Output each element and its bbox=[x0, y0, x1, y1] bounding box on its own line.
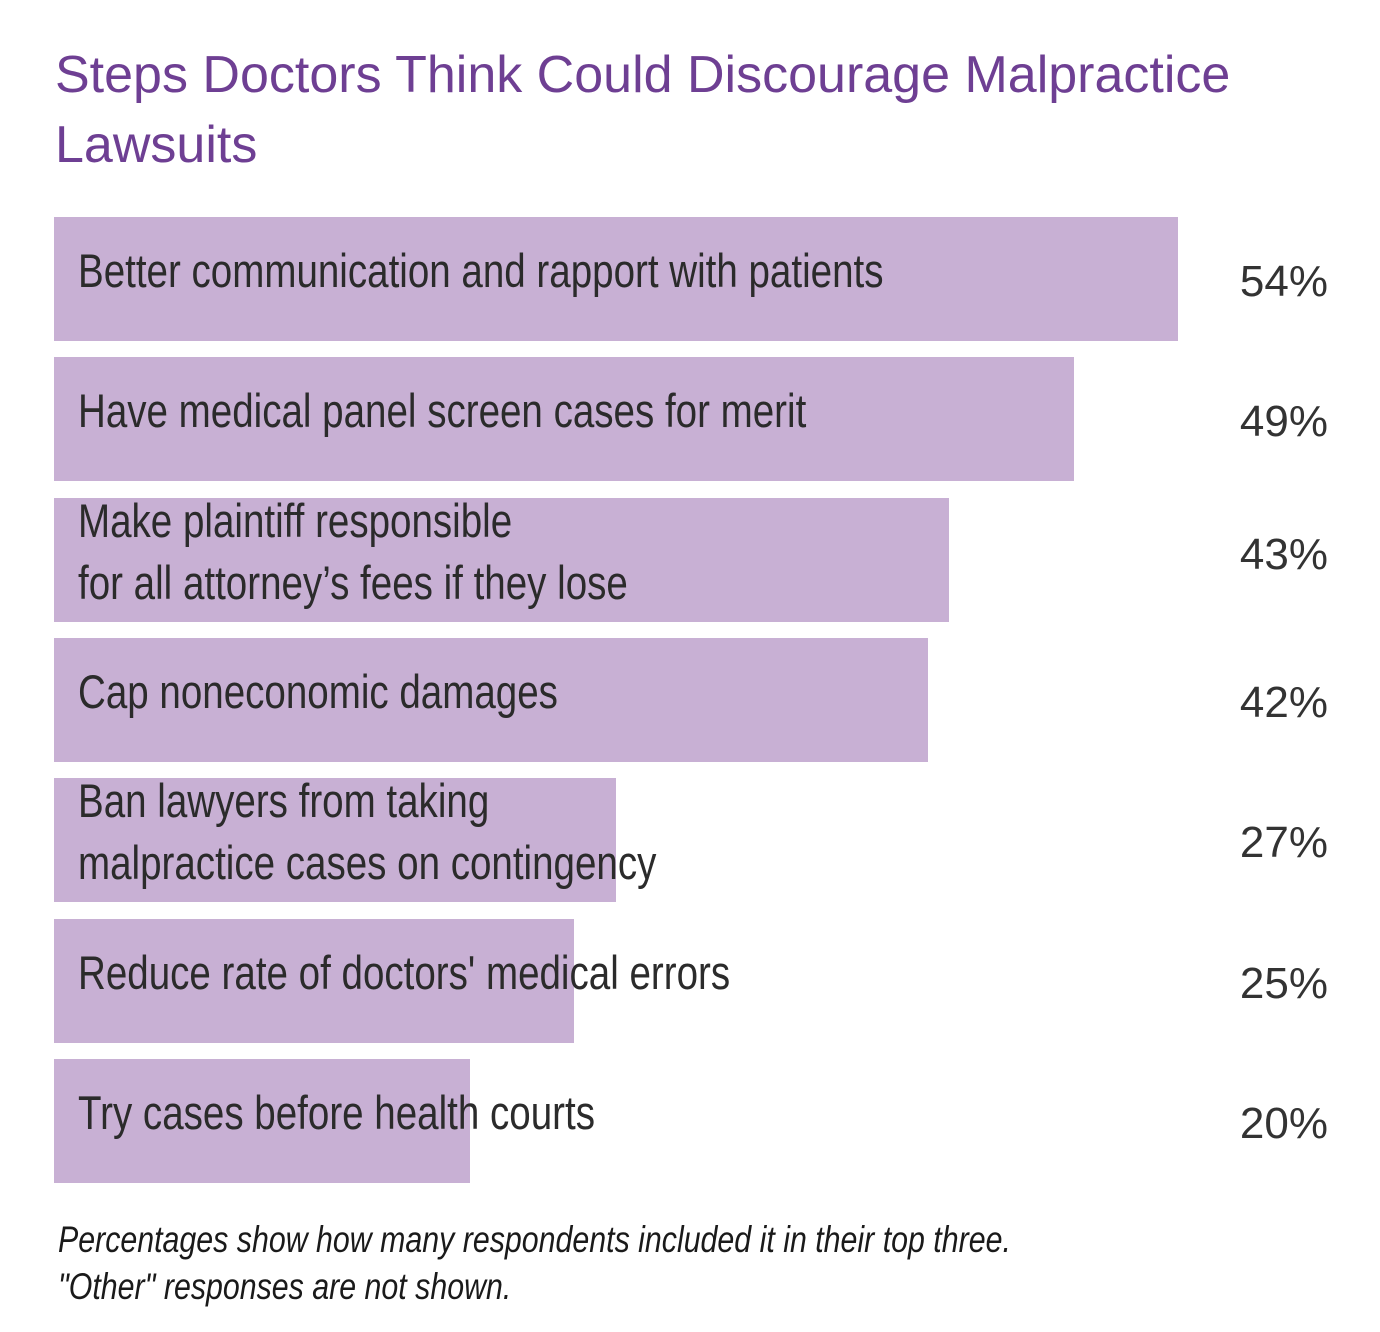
value-label: 49% bbox=[1239, 397, 1328, 447]
bar bbox=[54, 1058, 471, 1183]
bar-label: Reduce rate of doctors' medical errors bbox=[78, 945, 731, 999]
bar bbox=[54, 357, 1074, 482]
value-label: 54% bbox=[1239, 257, 1328, 306]
bar bbox=[54, 217, 1178, 341]
value-label: 25% bbox=[1239, 958, 1328, 1008]
value-label: 20% bbox=[1239, 1098, 1328, 1148]
bar-label: Try cases before health courts bbox=[78, 1085, 595, 1139]
value-label: 42% bbox=[1239, 677, 1328, 727]
value-label: 43% bbox=[1239, 529, 1328, 579]
bar-label: Make plaintiff responsible bbox=[78, 493, 513, 547]
bar-label: Better communication and rapport with pa… bbox=[78, 244, 884, 297]
footnote-line-2: "Other" responses are not shown. bbox=[58, 1266, 512, 1307]
footnote-line-1: Percentages show how many respondents in… bbox=[58, 1219, 1011, 1260]
bar-label: Have medical panel screen cases for meri… bbox=[78, 384, 807, 438]
bar bbox=[54, 918, 575, 1043]
bar-label: for all attorney’s fees if they lose bbox=[78, 555, 628, 609]
chart-title: Steps Doctors Think Could Discourage Mal… bbox=[55, 46, 1231, 174]
value-label: 27% bbox=[1239, 818, 1328, 868]
bar-label: Ban lawyers from taking bbox=[78, 774, 490, 828]
bar-label: malpractice cases on contingency bbox=[78, 836, 657, 890]
bar bbox=[54, 778, 616, 903]
bar bbox=[54, 497, 950, 622]
bar bbox=[54, 637, 929, 762]
bar-label: Cap noneconomic damages bbox=[78, 664, 558, 718]
